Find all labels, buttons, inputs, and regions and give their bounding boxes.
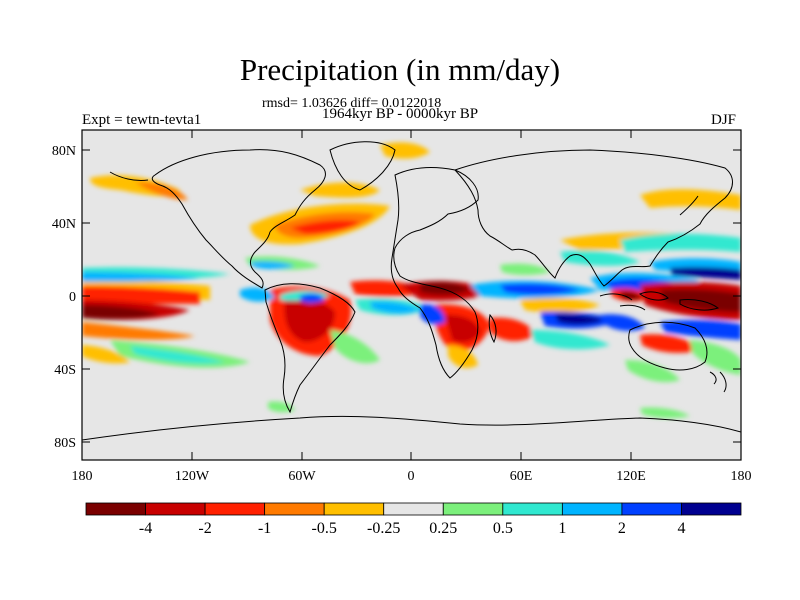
- colorbar-swatch: [442, 502, 504, 516]
- lon-label-180e: 180: [731, 469, 752, 484]
- colorbar-swatch: [502, 502, 563, 516]
- lon-label-60w: 60W: [288, 469, 316, 484]
- colorbar-swatch: [383, 502, 444, 516]
- season-label: DJF: [711, 112, 737, 128]
- lon-labels: 180 120W 60W 0 60E 120E 180: [72, 469, 752, 484]
- colorbar-swatch: [561, 502, 623, 516]
- colorbar-label: -4: [138, 520, 153, 537]
- colorbar-swatch: [204, 502, 266, 516]
- coastlines: [82, 141, 741, 441]
- lon-label-60e: 60E: [510, 469, 533, 484]
- lon-ticks: [81, 130, 742, 460]
- precipitation-anomaly-field: [82, 142, 741, 419]
- colorbar-label: 0.5: [492, 520, 513, 537]
- colorbar-swatch: [681, 502, 742, 516]
- lat-label-0: 0: [69, 290, 76, 305]
- lon-label-120e: 120E: [616, 469, 646, 484]
- colorbar-swatch: [323, 502, 385, 516]
- lat-label-40n: 40N: [52, 217, 76, 232]
- lon-label-0: 0: [408, 469, 415, 484]
- lat-ticks: [82, 149, 741, 443]
- experiment-label: Expt = tewtn-tevta1: [82, 112, 202, 128]
- lat-label-80s: 80S: [54, 436, 76, 451]
- colorbar-swatch: [621, 502, 682, 516]
- lat-labels: 80N 40N 0 40S 80S: [52, 144, 76, 451]
- colorbar-swatch: [264, 502, 325, 516]
- colorbar-label: -0.5: [311, 520, 337, 537]
- colorbar-label: 2: [617, 520, 626, 537]
- colorbar-label: 1: [558, 520, 567, 537]
- lat-label-80n: 80N: [52, 144, 76, 159]
- rmsd-diff-stats: rmsd= 1.03626 diff= 0.0122018: [262, 96, 442, 111]
- colorbar-label: 0.25: [429, 520, 458, 537]
- colorbar-label: -2: [198, 520, 212, 537]
- colorbar: [85, 502, 742, 516]
- time-period-label: 1964kyr BP - 0000kyr BP: [322, 106, 479, 122]
- colorbar-swatch: [85, 502, 146, 516]
- lat-label-40s: 40S: [54, 363, 76, 378]
- lon-label-180w: 180: [72, 469, 93, 484]
- colorbar-label: -1: [257, 520, 272, 537]
- colorbar-label: 4: [677, 520, 686, 537]
- lon-label-120w: 120W: [175, 469, 210, 484]
- colorbar-swatch: [145, 502, 206, 516]
- map-title: Precipitation (in mm/day): [239, 52, 561, 87]
- colorbar-label: -0.25: [367, 520, 401, 537]
